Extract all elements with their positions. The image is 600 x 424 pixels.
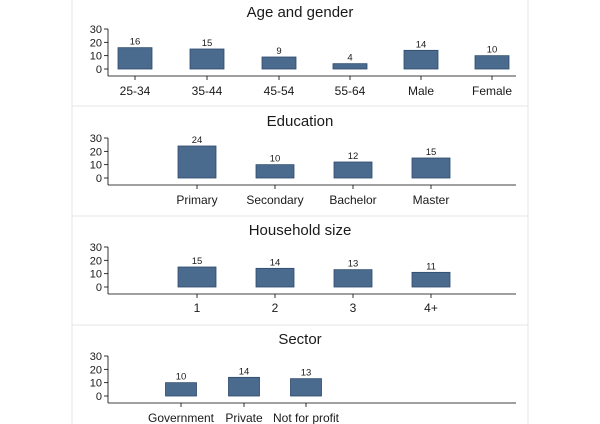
bar <box>165 382 197 397</box>
x-tick-label: Not for profit <box>273 411 340 424</box>
data-label: 12 <box>348 151 359 162</box>
data-label: 10 <box>487 45 498 56</box>
data-label: 16 <box>130 37 141 48</box>
x-tick-label: Primary <box>176 193 217 207</box>
y-tick-label: 0 <box>96 391 102 403</box>
data-label: 9 <box>276 46 281 57</box>
x-tick-label: 45-54 <box>264 84 295 98</box>
data-label: 14 <box>416 39 427 50</box>
bar <box>333 161 373 179</box>
panel-title: Household size <box>249 222 352 239</box>
data-label: 15 <box>202 38 213 49</box>
bar <box>411 157 451 179</box>
data-label: 15 <box>426 147 437 158</box>
bar <box>228 376 260 397</box>
bar <box>333 269 373 288</box>
bar <box>261 56 297 70</box>
x-tick-label: 25-34 <box>120 84 151 98</box>
x-tick-label: Private <box>225 411 263 424</box>
data-label: 10 <box>270 154 281 165</box>
y-tick-label: 0 <box>96 64 102 76</box>
bar <box>117 47 153 70</box>
y-tick-label: 10 <box>90 160 102 172</box>
x-tick-label: Female <box>472 84 512 98</box>
x-tick-label: 4+ <box>424 301 438 315</box>
panel-title: Sector <box>278 331 321 348</box>
y-tick-label: 10 <box>90 269 102 281</box>
y-tick-label: 20 <box>90 255 102 267</box>
y-tick-label: 10 <box>90 51 102 63</box>
data-label: 24 <box>192 135 203 146</box>
y-tick-label: 30 <box>90 133 102 145</box>
x-tick-label: Bachelor <box>329 193 376 207</box>
x-tick-label: 1 <box>194 301 201 315</box>
bar <box>189 48 225 70</box>
data-label: 11 <box>426 261 436 272</box>
x-tick-label: 2 <box>272 301 279 315</box>
data-label: 10 <box>176 372 187 383</box>
y-tick-label: 20 <box>90 146 102 158</box>
x-tick-label: Master <box>413 193 450 207</box>
panel-title: Education <box>267 113 334 130</box>
x-tick-label: Government <box>148 411 215 424</box>
x-tick-label: 55-64 <box>335 84 366 98</box>
y-tick-label: 30 <box>90 242 102 254</box>
bar <box>403 49 439 70</box>
bar <box>474 55 510 70</box>
data-label: 13 <box>301 368 312 379</box>
x-tick-label: Male <box>408 84 434 98</box>
y-tick-label: 20 <box>90 37 102 49</box>
y-tick-label: 10 <box>90 378 102 390</box>
y-tick-label: 0 <box>96 282 102 294</box>
bar <box>411 271 451 288</box>
bar <box>255 267 295 288</box>
y-tick-label: 20 <box>90 364 102 376</box>
bar <box>290 378 322 397</box>
data-label: 15 <box>192 256 203 267</box>
x-tick-label: Secondary <box>246 193 303 207</box>
y-tick-label: 0 <box>96 173 102 185</box>
x-tick-label: 35-44 <box>192 84 223 98</box>
bar <box>177 266 217 288</box>
x-tick-label: 3 <box>350 301 357 315</box>
y-tick-label: 30 <box>90 24 102 36</box>
y-tick-label: 30 <box>90 351 102 363</box>
bar <box>255 164 295 179</box>
bar <box>177 145 217 179</box>
data-label: 14 <box>239 366 250 377</box>
data-label: 13 <box>348 259 359 270</box>
data-label: 4 <box>347 53 352 64</box>
data-label: 14 <box>270 257 281 268</box>
bar <box>332 63 368 70</box>
panel-title: Age and gender <box>247 4 354 21</box>
